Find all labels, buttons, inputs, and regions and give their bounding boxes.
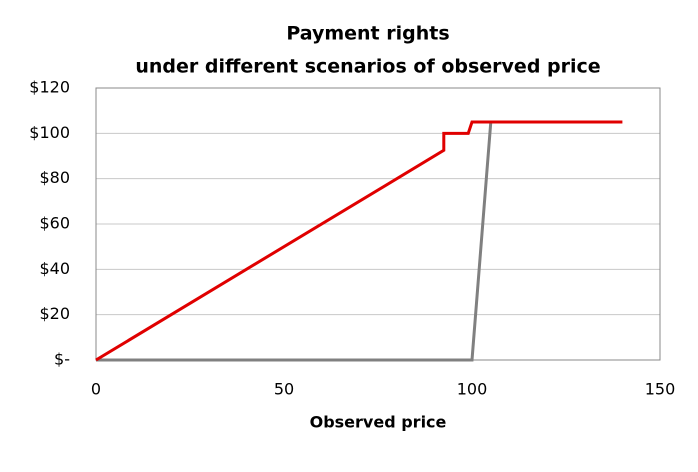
chart-title: Payment rights [286,23,449,45]
series-line [95,120,623,362]
x-tick-label: 0 [91,380,101,399]
x-tick-label: 150 [645,380,676,399]
y-tick-label: $40 [39,259,70,278]
y-tick-label: $120 [29,78,70,97]
y-tick-label: $100 [29,123,70,142]
x-axis-label: Observed price [310,413,447,432]
y-tick-label: $60 [39,214,70,233]
x-tick-label: 100 [457,380,488,399]
chart-subtitle: under different scenarios of observed pr… [135,56,600,78]
y-tick-label: $80 [39,168,70,187]
series-line [96,121,493,362]
y-tick-label: $20 [39,304,70,323]
x-tick-label: 50 [274,380,294,399]
y-tick-label: $- [54,350,70,369]
